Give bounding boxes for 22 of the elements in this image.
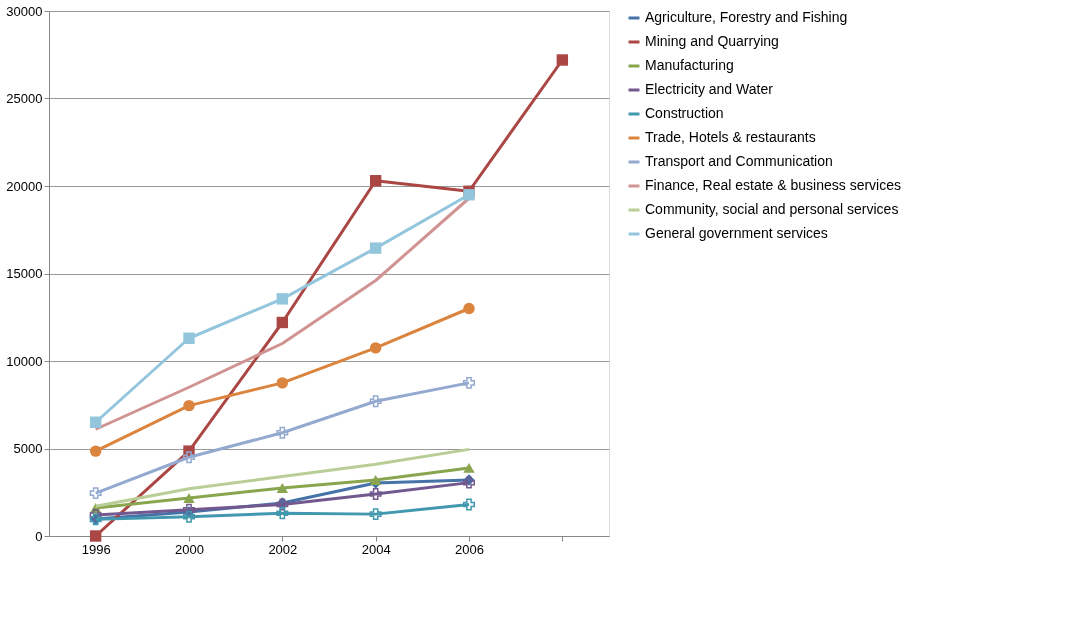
x-tick-label: 2002 — [268, 541, 298, 557]
legend-label: General government services — [645, 225, 828, 241]
y-tick-label: 15000 — [6, 266, 43, 281]
legend-label: Construction — [645, 105, 724, 121]
y-tick-label: 25000 — [6, 91, 43, 106]
legend-label: Agriculture, Forestry and Fishing — [645, 9, 848, 25]
legend-label: Trade, Hotels & restaurants — [645, 129, 816, 145]
y-tick-label: 10000 — [6, 353, 43, 369]
legend-label: Electricity and Water — [645, 81, 774, 97]
y-tick-label: 30000 — [6, 3, 43, 19]
y-tick-label: 5000 — [13, 441, 43, 456]
x-tick-label: 2006 — [455, 541, 484, 557]
legend-label: Manufacturing — [645, 57, 734, 73]
legend-label: Transport and Communication — [645, 153, 833, 169]
y-tick-label: 20000 — [6, 178, 43, 194]
x-tick-label: 2000 — [175, 541, 204, 557]
y-tick-label: 0 — [35, 528, 43, 544]
x-tick-label: 1996 — [81, 541, 111, 557]
legend-label: Mining and Quarrying — [645, 33, 779, 49]
legend-label: Finance, Real estate & business services — [645, 177, 902, 193]
legend-label: Community, social and personal services — [645, 201, 899, 217]
x-tick-label: 2004 — [361, 541, 391, 557]
